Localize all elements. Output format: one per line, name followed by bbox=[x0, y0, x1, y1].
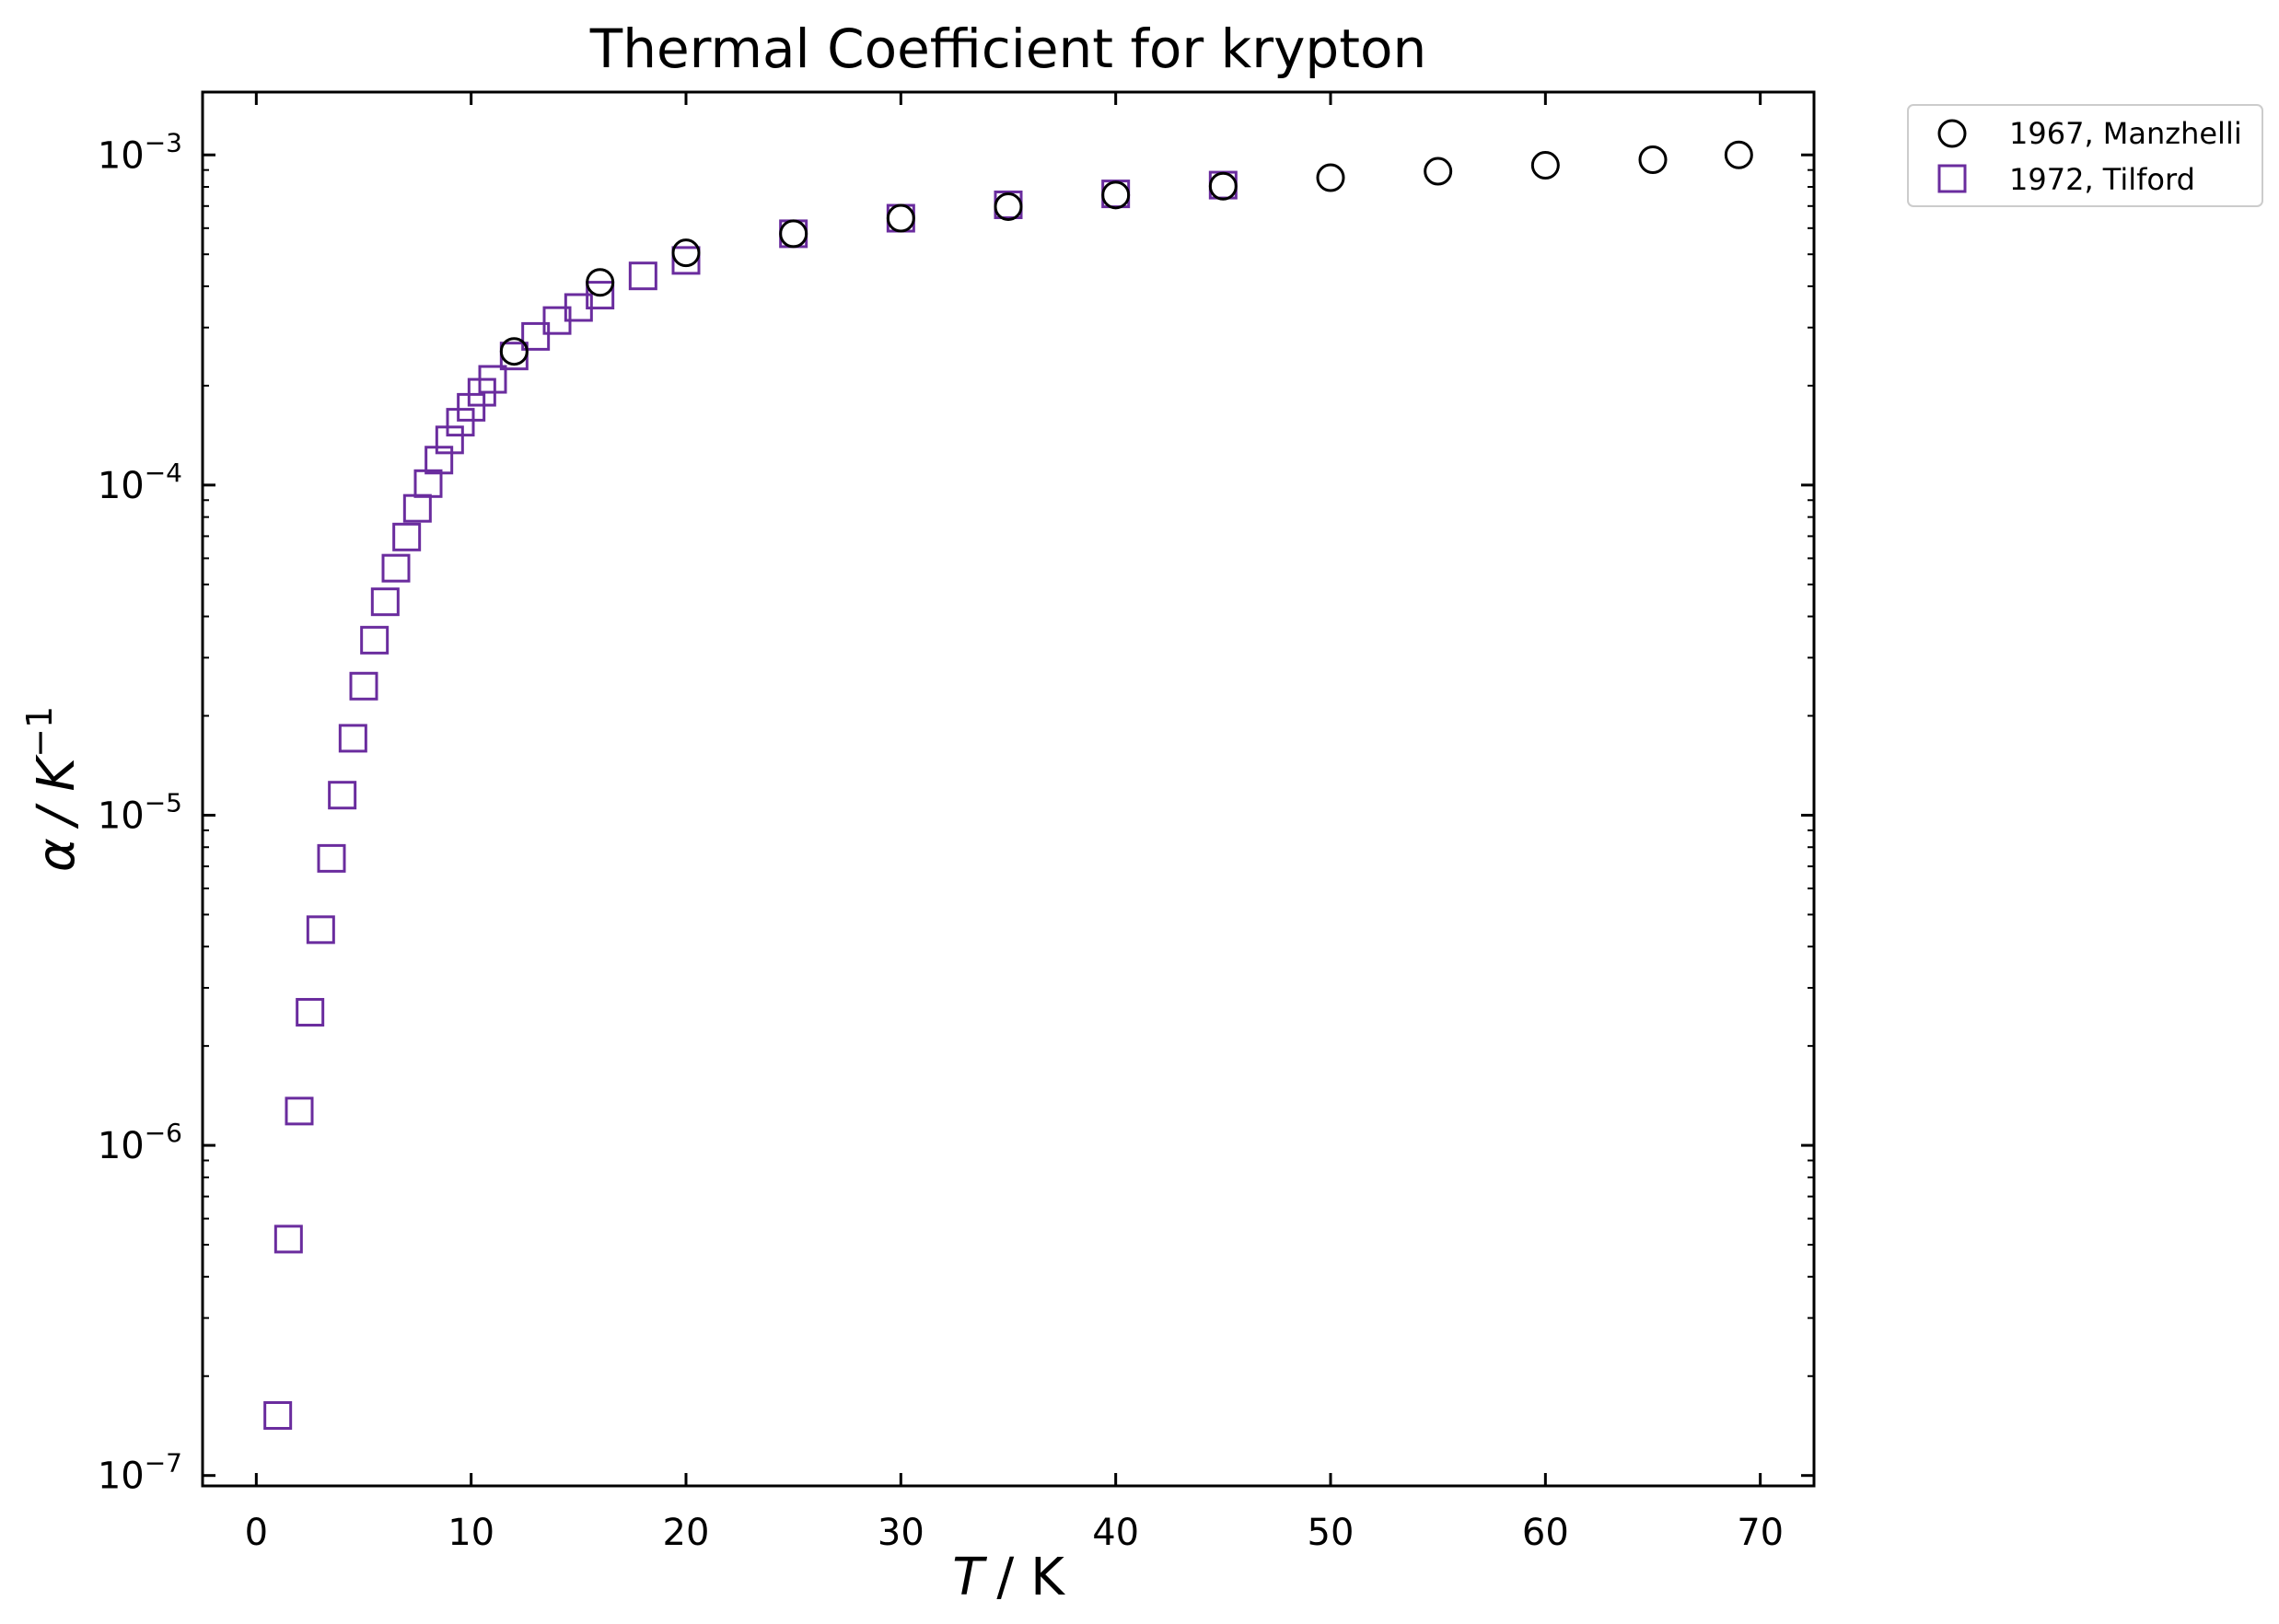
x-axis-label-var: T bbox=[952, 1548, 987, 1607]
tilford-point bbox=[349, 671, 378, 701]
x-tick-label: 70 bbox=[1737, 1512, 1784, 1554]
manzhelli-point bbox=[779, 219, 808, 249]
legend: 1967, Manzhelli 1972, Tilford bbox=[1907, 104, 2263, 207]
tilford-point bbox=[402, 493, 432, 523]
tilford-point bbox=[413, 469, 443, 498]
manzhelli-point bbox=[1424, 157, 1453, 186]
tilford-point bbox=[446, 408, 475, 437]
x-tick-label: 0 bbox=[245, 1512, 268, 1554]
manzhelli-point bbox=[1208, 171, 1238, 201]
y-axis: 10−7 10−6 10−5 10−4 10−3 bbox=[98, 127, 1814, 1498]
tilford-point bbox=[424, 446, 454, 475]
manzhelli-point bbox=[886, 203, 915, 233]
tilford-point bbox=[435, 425, 464, 455]
x-tick-label: 40 bbox=[1092, 1512, 1139, 1554]
tilford-point bbox=[306, 915, 335, 945]
y-tick-label: 10−6 bbox=[98, 1118, 182, 1167]
tilford-point bbox=[628, 261, 657, 291]
tilford-point bbox=[273, 1224, 303, 1254]
plot-frame bbox=[201, 90, 1816, 1488]
tilford-point bbox=[392, 522, 422, 551]
plot-markers bbox=[263, 140, 1753, 1430]
y-tick-label: 10−3 bbox=[98, 127, 182, 177]
manzhelli-point bbox=[499, 337, 529, 366]
legend-marker-circle bbox=[1937, 119, 1967, 148]
tilford-point bbox=[478, 365, 507, 394]
tilford-point bbox=[671, 246, 701, 275]
y-tick-label: 10−4 bbox=[98, 458, 182, 507]
y-tick-label: 10−7 bbox=[98, 1448, 182, 1498]
tilford-point bbox=[263, 1400, 293, 1430]
x-axis-label: T / K bbox=[952, 1548, 1065, 1607]
tilford-point bbox=[338, 724, 367, 753]
manzhelli-point bbox=[1638, 145, 1668, 174]
y-axis-label-var: α bbox=[27, 838, 87, 872]
tilford-point bbox=[328, 781, 357, 810]
chart-title: Thermal Coefficient for krypton bbox=[589, 17, 1426, 80]
tilford-point bbox=[457, 392, 486, 422]
y-axis-label: α / K−1 bbox=[19, 706, 87, 872]
manzhelli-point bbox=[994, 191, 1023, 221]
y-tick-label: 10−5 bbox=[98, 787, 182, 837]
manzhelli-point bbox=[1316, 163, 1345, 192]
tilford-point bbox=[381, 553, 411, 583]
x-tick-label: 50 bbox=[1308, 1512, 1355, 1554]
y-axis-label-exp: −1 bbox=[19, 706, 60, 758]
manzhelli-point bbox=[586, 268, 615, 297]
y-axis-label-unit: / K bbox=[27, 754, 87, 830]
legend-label-manzhelli: 1967, Manzhelli bbox=[2009, 116, 2242, 151]
tilford-point bbox=[586, 281, 615, 310]
tilford-point bbox=[317, 843, 346, 873]
x-tick-label: 30 bbox=[878, 1512, 924, 1554]
manzhelli-point bbox=[1530, 151, 1560, 180]
x-tick-label: 60 bbox=[1522, 1512, 1569, 1554]
legend-label-tilford: 1972, Tilford bbox=[2009, 162, 2195, 197]
x-axis-label-unit: / K bbox=[996, 1548, 1065, 1607]
manzhelli-point bbox=[671, 238, 701, 268]
tilford-point bbox=[521, 321, 551, 351]
legend-frame bbox=[1907, 104, 2263, 207]
x-tick-label: 10 bbox=[448, 1512, 494, 1554]
legend-marker-square bbox=[1937, 164, 1967, 193]
tilford-point bbox=[296, 998, 325, 1027]
tilford-point bbox=[360, 625, 390, 655]
manzhelli-point bbox=[1101, 180, 1131, 210]
tilford-point bbox=[370, 587, 400, 617]
x-axis: 0 10 20 30 40 50 60 70 bbox=[245, 92, 1784, 1554]
x-tick-label: 20 bbox=[663, 1512, 710, 1554]
manzhelli-point bbox=[1724, 140, 1753, 169]
tilford-point bbox=[285, 1096, 314, 1126]
